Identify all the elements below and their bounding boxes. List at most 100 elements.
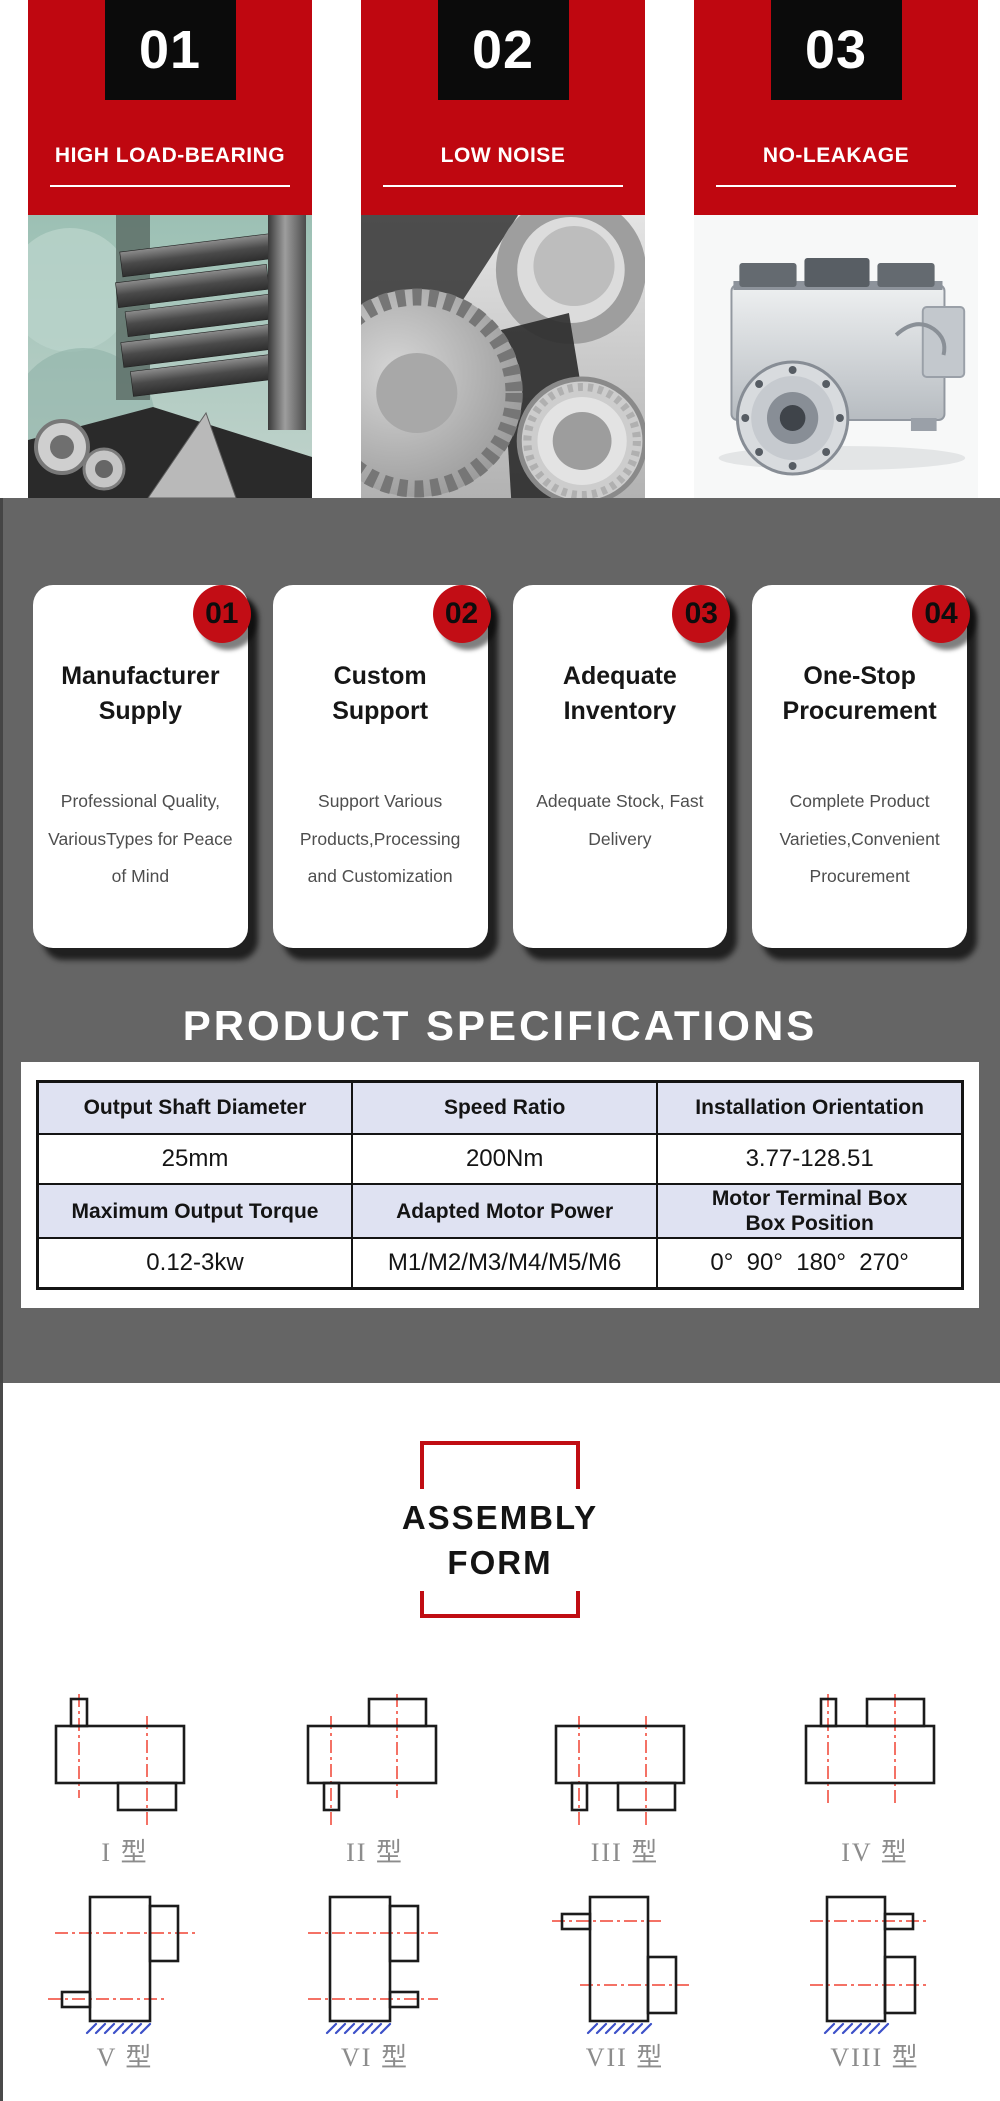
oil-pipe bbox=[894, 322, 947, 356]
card-number: 02 bbox=[444, 597, 479, 630]
feature-red-panel: 02 LOW NOISE bbox=[361, 0, 645, 215]
spec-value-cell: 3.77-128.51 bbox=[656, 1133, 964, 1185]
gearbox-body bbox=[825, 1895, 887, 2023]
assembly-title-line1: ASSEMBLY bbox=[401, 1499, 599, 1536]
gearbox-body bbox=[588, 1895, 650, 2023]
output-shaft bbox=[60, 1990, 92, 2009]
mount-box bbox=[883, 1955, 917, 2015]
diagram-label: II 型 bbox=[346, 1838, 404, 1867]
card-manufacturer-supply: 01 Manufacturer Supply Professional Qual… bbox=[33, 585, 251, 948]
card-description: Support Various Products,Processing and … bbox=[299, 791, 461, 887]
mount-box bbox=[388, 1904, 420, 1963]
diagram-label: V 型 bbox=[96, 2043, 154, 2072]
flange-bolts bbox=[741, 366, 844, 470]
card-title: Custom Support bbox=[332, 662, 429, 725]
diagram-label: VIII 型 bbox=[830, 2043, 920, 2072]
diagram-label: III 型 bbox=[590, 1838, 660, 1867]
spec-header-cell: Adapted Motor Power bbox=[350, 1182, 659, 1240]
feature-photo-gearbox bbox=[694, 215, 978, 498]
assembly-diagram-type-1: I 型 bbox=[0, 1694, 250, 1869]
spec-header-cell: Maximum Output Torque bbox=[36, 1182, 353, 1240]
ground-hatch bbox=[325, 2022, 392, 2035]
output-shaft bbox=[388, 1990, 420, 2009]
card-number-badge: 02 bbox=[432, 585, 491, 643]
feature-high-load-bearing: 01 HIGH LOAD-BEARING bbox=[28, 0, 312, 498]
spec-value-cell: 25mm bbox=[36, 1133, 353, 1185]
assembly-diagram-type-3: III 型 bbox=[500, 1694, 750, 1869]
card-title: One-Stop Procurement bbox=[782, 662, 937, 725]
card-title: Adequate Inventory bbox=[562, 662, 677, 725]
feature-label: NO-LEAKAGE bbox=[762, 144, 910, 167]
spec-header-cell: Motor Terminal Box Box Position bbox=[656, 1182, 964, 1240]
gearbox-body bbox=[804, 1724, 936, 1785]
specifications-panel: Output Shaft Diameter Speed Ratio Instal… bbox=[21, 1062, 979, 1309]
gearbox-body bbox=[306, 1724, 438, 1785]
diagram-type-1-drawing bbox=[54, 1694, 186, 1827]
feature-number: 02 bbox=[471, 20, 535, 80]
card-adequate-inventory: 03 Adequate Inventory Adequate Stock, Fa… bbox=[512, 585, 731, 948]
card-number: 03 bbox=[684, 597, 718, 630]
card-custom-support: 02 Custom Support Support Various Produc… bbox=[272, 585, 491, 948]
ground-hatch bbox=[85, 2022, 152, 2035]
feature-underline bbox=[50, 185, 290, 187]
feature-underline bbox=[716, 185, 956, 187]
assembly-form-logo: ASSEMBLY FORM bbox=[378, 1441, 622, 1618]
feature-number: 03 bbox=[804, 20, 868, 80]
feature-no-leakage: 03 NO-LEAKAGE bbox=[694, 0, 978, 498]
assembly-diagram-type-7: VII 型 bbox=[500, 1893, 750, 2074]
diagram-type-4-drawing bbox=[804, 1694, 936, 1806]
diagram-type-2-drawing bbox=[306, 1694, 438, 1827]
feature-label: LOW NOISE bbox=[440, 144, 566, 167]
input-shaft bbox=[570, 1781, 589, 1812]
card-description: Professional Quality, VariousTypes for P… bbox=[48, 791, 233, 887]
feature-red-panel: 03 NO-LEAKAGE bbox=[694, 0, 978, 215]
diagram-type-3-drawing bbox=[554, 1716, 686, 1827]
card-title: Manufacturer Supply bbox=[61, 662, 220, 725]
card-number: 01 bbox=[205, 597, 239, 630]
specifications-table: Output Shaft Diameter Speed Ratio Instal… bbox=[36, 1080, 964, 1291]
assembly-form-text-band: ASSEMBLY FORM bbox=[378, 1489, 622, 1591]
gearbox-body bbox=[554, 1724, 686, 1785]
feature-underline bbox=[383, 185, 623, 187]
specifications-title: PRODUCT SPECIFICATIONS bbox=[182, 1002, 818, 1049]
diagram-type-5-drawing bbox=[48, 1895, 195, 2035]
cooling-fin bbox=[739, 263, 797, 287]
diagram-type-8-drawing bbox=[810, 1895, 930, 2035]
gears-machine-photo bbox=[28, 215, 312, 498]
assembly-diagram-type-4: IV 型 bbox=[750, 1694, 1000, 1869]
card-number-badge: 01 bbox=[192, 585, 251, 643]
spec-header-row: Maximum Output Torque Adapted Motor Powe… bbox=[36, 1182, 964, 1240]
feature-label: HIGH LOAD-BEARING bbox=[54, 144, 286, 167]
spec-value-row: 0.12-3kw M1/M2/M3/M4/M5/M6 0° 90° 180° 2… bbox=[36, 1237, 964, 1290]
spec-header-row: Output Shaft Diameter Speed Ratio Instal… bbox=[36, 1080, 964, 1135]
card-description: Complete Product Varieties,Convenient Pr… bbox=[779, 791, 940, 887]
mount-box bbox=[148, 1904, 180, 1963]
spec-value-row: 25mm 200Nm 3.77-128.51 bbox=[36, 1133, 964, 1185]
spec-header-cell: Installation Orientation bbox=[656, 1080, 964, 1135]
gear-tooth-stack bbox=[115, 233, 283, 397]
gearbox-body bbox=[54, 1724, 186, 1785]
card-number-badge: 04 bbox=[912, 585, 970, 643]
cooling-fin bbox=[804, 258, 870, 287]
diagram-type-7-drawing bbox=[552, 1895, 690, 2035]
shaft-cylinder bbox=[268, 215, 306, 430]
feature-red-panel: 01 HIGH LOAD-BEARING bbox=[28, 0, 312, 215]
input-shaft bbox=[883, 1912, 915, 1931]
assembly-diagram-type-5: V 型 bbox=[0, 1893, 250, 2074]
feature-low-noise: 02 LOW NOISE bbox=[361, 0, 645, 498]
gearbox-body bbox=[328, 1895, 392, 2023]
assembly-diagram-type-8: VIII 型 bbox=[750, 1893, 1000, 2074]
input-shaft bbox=[322, 1781, 341, 1812]
diagram-label: VII 型 bbox=[585, 2043, 665, 2072]
assembly-title-line2: FORM bbox=[447, 1544, 553, 1581]
spec-value-cell: M1/M2/M3/M4/M5/M6 bbox=[350, 1237, 659, 1290]
feature-number-box: 03 bbox=[770, 0, 902, 100]
assembly-diagrams-grid: I 型 II 型 bbox=[0, 1694, 1000, 2074]
spec-header-cell: Speed Ratio bbox=[350, 1080, 659, 1135]
gearbox-product-photo bbox=[694, 215, 978, 498]
assembly-diagram-type-6: VI 型 bbox=[250, 1893, 500, 2074]
spec-value-cell: 0.12-3kw bbox=[36, 1237, 353, 1290]
card-number-badge: 03 bbox=[672, 585, 731, 643]
feature-number: 01 bbox=[138, 20, 202, 80]
